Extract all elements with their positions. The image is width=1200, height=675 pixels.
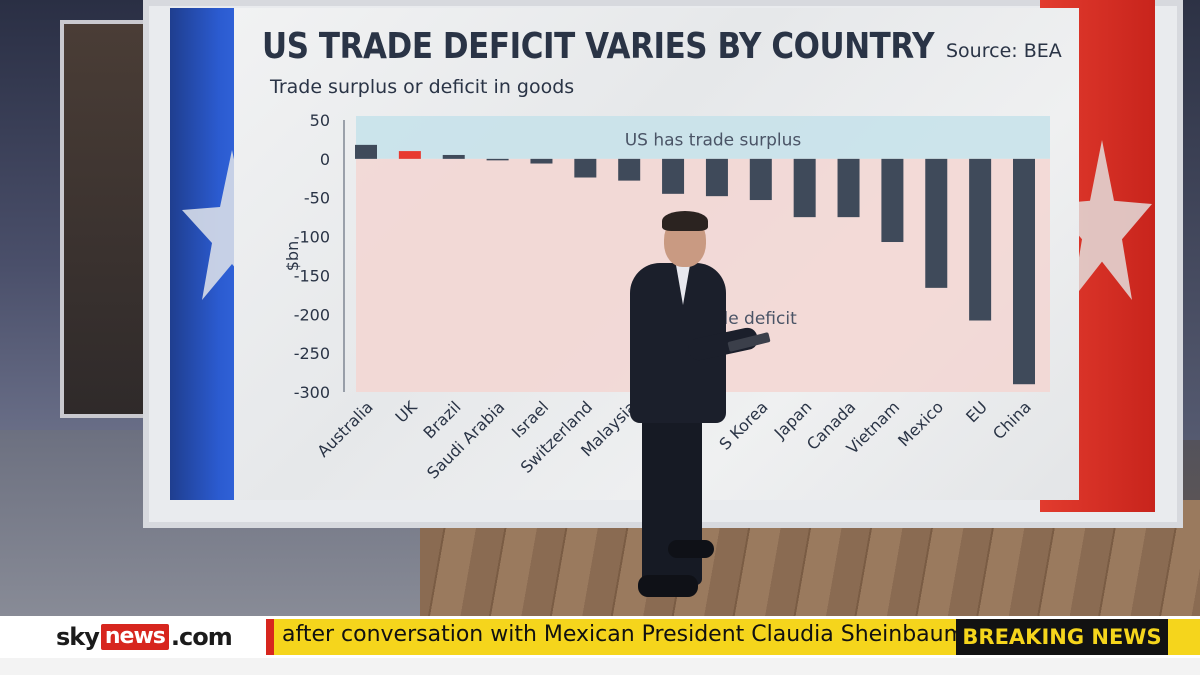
bar-canada: [837, 158, 860, 218]
bar-saudi-arabia: [486, 158, 509, 161]
presenter-shoe: [668, 540, 714, 558]
ticker-red-marker: [266, 619, 274, 655]
bar-malaysia: [618, 158, 641, 181]
chart-source: Source: BEA: [946, 40, 1062, 62]
bar-israel: [530, 158, 553, 164]
bar-vietnam: [881, 158, 904, 243]
presenter: [628, 211, 771, 605]
bar-uk: [398, 151, 421, 159]
sky-news-logo: sky news .com: [56, 623, 233, 651]
y-tick-label: -200: [294, 305, 330, 324]
bar-brazil: [442, 154, 465, 159]
presenter-legs: [642, 415, 702, 585]
chart-title: US TRADE DEFICIT VARIES BY COUNTRY: [262, 26, 935, 67]
x-tick-label: UK: [392, 397, 421, 426]
ticker-headline-strip: [266, 619, 956, 655]
presenter-shoe: [638, 575, 698, 597]
bar-china: [1013, 158, 1035, 385]
y-tick-label: -300: [294, 383, 330, 402]
bar-taiwan: [705, 158, 728, 197]
ticker-bottom-strip: [0, 658, 1200, 675]
y-tick-label: -50: [304, 189, 330, 208]
x-tick-label: Australia: [313, 397, 376, 460]
x-tick-label: EU: [962, 397, 991, 426]
ticker-edge: [1168, 619, 1200, 655]
surplus-region: [356, 116, 1050, 159]
x-tick-label: Mexico: [894, 397, 947, 450]
logo-news: news: [100, 624, 169, 650]
logo-com: .com: [170, 623, 233, 651]
bar-eu: [969, 158, 992, 321]
bar-s-korea: [749, 158, 772, 201]
bar-mexico: [925, 158, 948, 288]
y-tick-label: -150: [294, 266, 330, 285]
y-tick-label: 0: [320, 150, 330, 169]
x-tick-label: China: [989, 397, 1035, 443]
y-tick-label: -250: [294, 344, 330, 363]
presenter-hair: [662, 211, 708, 231]
bar-italy: [662, 158, 685, 194]
bar-japan: [793, 158, 816, 218]
breaking-news-badge: BREAKING NEWS: [956, 619, 1168, 655]
x-tick-label: Saudi Arabia: [423, 397, 508, 482]
logo-sky: sky: [56, 623, 100, 651]
y-tick-label: 50: [310, 111, 330, 130]
chart-subtitle: Trade surplus or deficit in goods: [270, 76, 575, 98]
ticker-headline: after conversation with Mexican Presiden…: [282, 622, 966, 647]
y-tick-label: -100: [294, 228, 330, 247]
surplus-label: US has trade surplus: [625, 130, 802, 150]
bar-australia: [355, 144, 377, 159]
y-axis-title: $bn: [283, 241, 302, 271]
bar-switzerland: [574, 158, 597, 178]
